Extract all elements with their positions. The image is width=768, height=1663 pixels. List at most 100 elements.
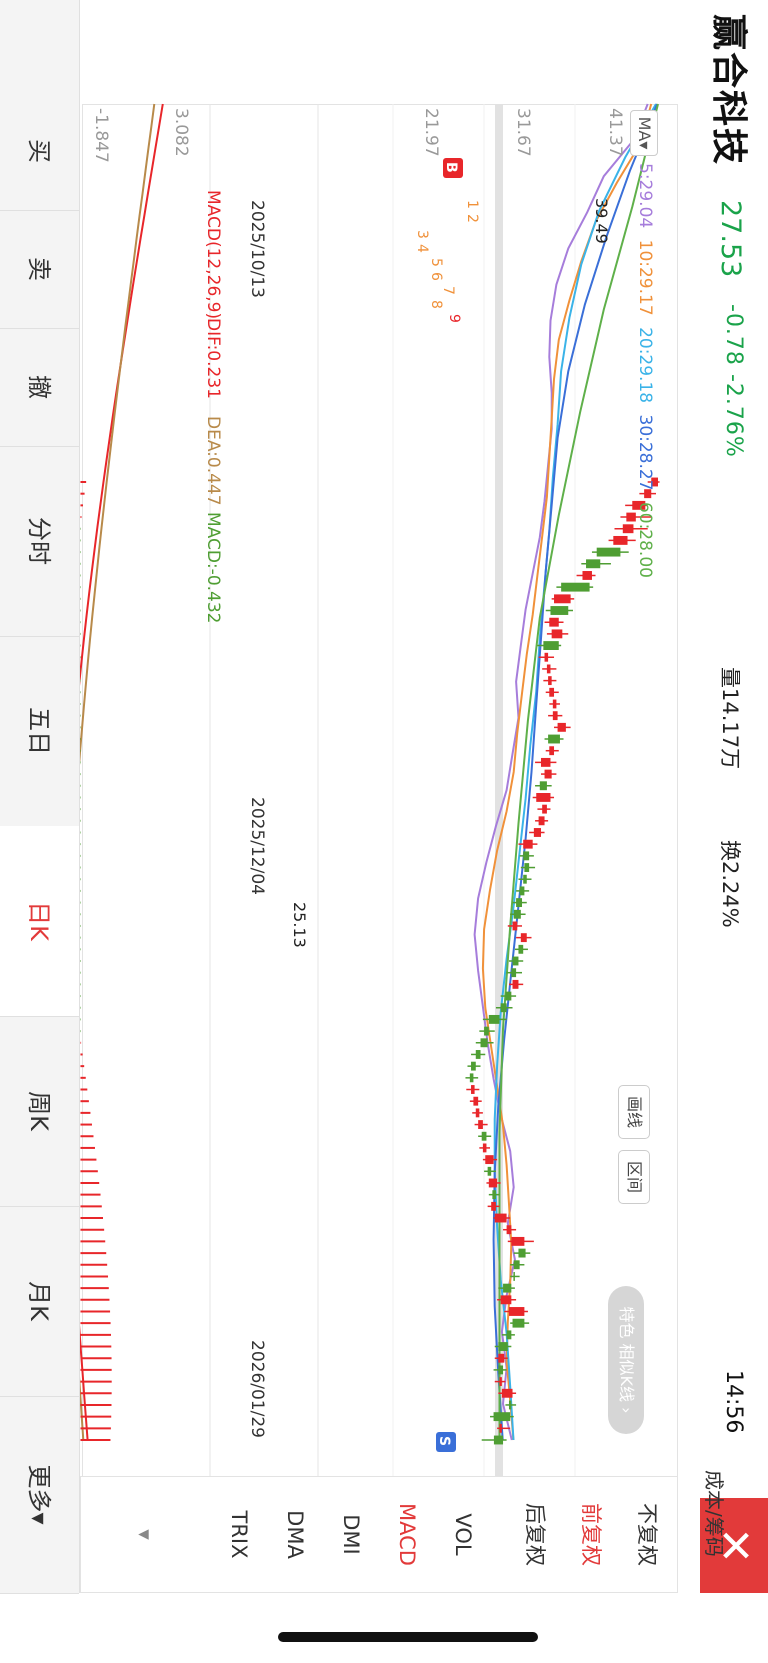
seq-2: 2 [464, 214, 480, 223]
indicator-vol[interactable]: VOL [451, 1513, 475, 1556]
tab-sell[interactable]: 卖 [0, 210, 79, 329]
ma20-label: 20:29.18 [635, 327, 655, 404]
candle-body [651, 477, 658, 487]
tab-five-day[interactable]: 五日 [0, 636, 79, 827]
candle-body [613, 535, 628, 545]
chevron-down-icon[interactable]: ▾ [133, 1529, 157, 1540]
candle-body [484, 1026, 489, 1036]
candle-body [539, 781, 547, 791]
backward-adjust-option[interactable]: 后复权 [523, 1503, 547, 1566]
candle-body [487, 1166, 492, 1176]
candle-body [644, 489, 652, 499]
candle-body [482, 1143, 487, 1153]
candle-body [546, 664, 551, 674]
candle-body [508, 1307, 525, 1316]
candle-body [632, 500, 646, 510]
candle-body [508, 1400, 512, 1410]
candle-body [542, 804, 547, 814]
candle-body [582, 571, 592, 580]
candle-body [511, 968, 517, 978]
tab-more[interactable]: 更多▾ [0, 1396, 79, 1594]
range-button[interactable]: 区间 [618, 1150, 650, 1204]
y-label-mid: 31.67 [513, 108, 533, 157]
home-indicator[interactable] [278, 1632, 538, 1642]
candles [465, 477, 660, 1445]
candle-body [499, 1423, 502, 1433]
ma-legend: 5:29.04 10:29.17 20:29.18 30:28.27 60:28… [632, 163, 658, 584]
ma30-label: 30:28.27 [635, 414, 655, 491]
candle-body [471, 1061, 476, 1071]
candle-body [493, 1435, 504, 1445]
macd-y-top: 3.082 [171, 108, 191, 157]
draw-line-button[interactable]: 画线 [618, 1085, 650, 1139]
ma10-label: 10:29.17 [635, 239, 655, 316]
y-label-bottom: 21.97 [421, 108, 441, 157]
macd-y-bottom: -1.847 [91, 108, 111, 163]
candle-body [523, 874, 527, 884]
candle-body [488, 1178, 498, 1188]
candle-body [520, 933, 527, 943]
candle-body [586, 559, 601, 569]
macd-value: MACD:-0.432 [203, 512, 223, 624]
sell-marker-label: S [436, 1436, 452, 1446]
seq-9: 9 [446, 314, 462, 323]
candle-body [475, 1108, 480, 1118]
candle-body [498, 1353, 505, 1363]
tab-intraday[interactable]: 分时 [0, 446, 79, 637]
high-annotation: 39.49 [592, 198, 611, 244]
forward-adjust-option[interactable]: 前复权 [579, 1503, 603, 1566]
macd-dea: DEA:0.447 [203, 416, 223, 506]
candle-body [548, 734, 560, 744]
candle-body [551, 629, 563, 639]
tab-buy[interactable]: 买 [0, 92, 79, 211]
seq-3: 3 [414, 230, 430, 239]
indicator-macd[interactable]: MACD [395, 1503, 419, 1566]
indicator-dmi[interactable]: DMI [339, 1514, 363, 1555]
tab-weekly-k[interactable]: 周K [0, 1016, 79, 1207]
candle-body [491, 1201, 496, 1211]
candle-body [549, 687, 555, 697]
candle-body [473, 1096, 479, 1106]
candle-body [505, 991, 512, 1001]
x-label-1: 2025/10/13 [247, 200, 267, 298]
ma-selector[interactable]: MA▾ [630, 110, 658, 156]
candle-body [506, 1330, 512, 1340]
candle-body [596, 547, 621, 557]
indicator-trix[interactable]: TRIX [227, 1510, 251, 1559]
seq-7: 7 [440, 286, 456, 295]
candle-body [523, 839, 533, 849]
candle-body [552, 711, 558, 721]
ma10-line [481, 103, 653, 1441]
candle-body [513, 1271, 515, 1281]
candle-body [481, 1131, 487, 1141]
candle-body [511, 1236, 525, 1246]
ma60-label: 60:28.00 [635, 501, 655, 578]
x-label-2: 2025/12/04 [247, 797, 267, 895]
buy-marker [443, 158, 463, 178]
y-label-top: 41.37 [605, 108, 625, 157]
candle-body [478, 1120, 483, 1130]
similar-kline-pill[interactable]: 特色 相似K线 › [608, 1286, 644, 1434]
candle-body [501, 1388, 513, 1398]
candle-body [544, 769, 552, 779]
indicator-dma[interactable]: DMA [283, 1510, 307, 1559]
seq-4: 4 [414, 244, 430, 253]
no-adjust-option[interactable]: 不复权 [635, 1503, 659, 1566]
candle-body [512, 921, 518, 931]
candle-body [469, 1073, 474, 1083]
candle-body [540, 757, 551, 767]
candle-body [549, 746, 555, 756]
x-label-3: 2026/01/29 [247, 1340, 267, 1438]
tab-daily-k[interactable]: 日K [0, 826, 79, 1017]
tab-cancel[interactable]: 撤 [0, 328, 79, 447]
macd-dif: DIF:0.231 [203, 318, 223, 399]
candle-body [493, 1412, 511, 1422]
candle-body [519, 886, 525, 896]
candle-body [488, 1014, 500, 1024]
tab-monthly-k[interactable]: 月K [0, 1206, 79, 1397]
candle-body [512, 1318, 525, 1328]
candle-body [471, 1085, 475, 1094]
indicator-sidebar: 不复权 前复权 后复权 VOL MACD DMI DMA TRIX ▾ [80, 1476, 678, 1593]
seq-1: 1 [464, 200, 480, 209]
